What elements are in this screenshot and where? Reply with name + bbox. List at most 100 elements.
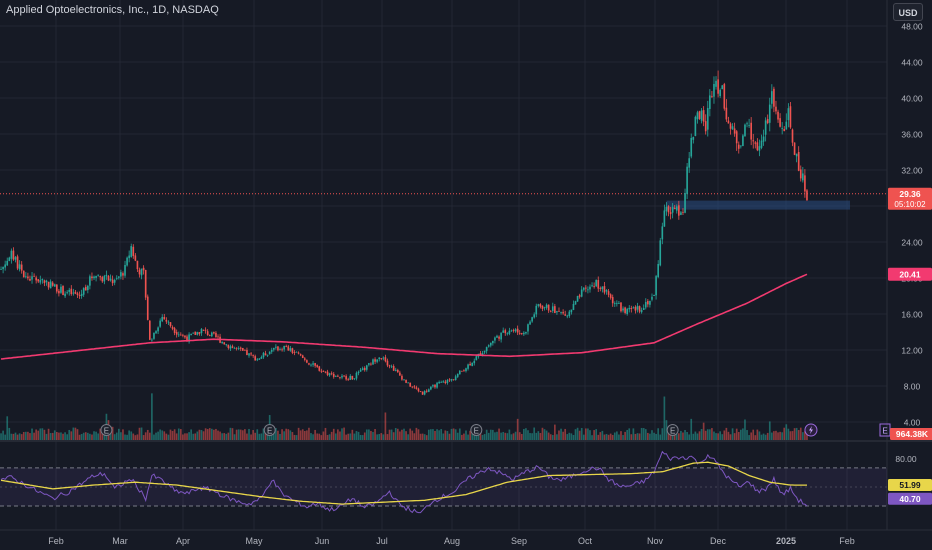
candle-body [634,306,637,311]
candle-body [337,375,339,377]
candle-body [10,250,13,259]
candle-body [564,314,567,316]
volume-bar [556,434,558,440]
candle-body [148,320,151,340]
candle-body [735,131,738,144]
candle-body [717,79,719,94]
earnings-marker[interactable]: E [263,424,276,436]
candle-body [562,312,564,314]
candle-body [688,158,691,168]
volume-bar [777,432,779,440]
volume-bar [748,435,750,440]
volume-bar [74,427,77,440]
volume-bar [215,428,217,440]
volume-bar [417,429,420,440]
volume-bar [541,427,544,440]
candle-body [448,379,451,381]
volume-bar [797,430,800,440]
candle-body [117,276,120,278]
volume-bar [698,431,701,440]
candle-body [165,319,168,322]
candle-body [777,111,779,120]
candle-body [467,364,469,369]
volume-bar [506,433,509,440]
volume-bar [783,427,786,440]
candle-body [146,296,149,320]
volume-bar [132,433,135,440]
candle-body [485,347,488,352]
volume-bar [704,430,707,440]
volume-bar [130,431,133,440]
volume-bar [368,429,370,440]
candle-body [576,295,579,302]
candle-body [752,140,755,142]
volume-bar [554,424,556,440]
candle-body [310,364,312,366]
candle-body [471,362,474,366]
ma-value-tag-text: 20.41 [899,269,921,279]
volume-bar [388,429,391,440]
volume-bar [89,433,91,440]
candle-body [762,136,765,142]
volume-bar [35,429,37,440]
candle-body [320,370,323,372]
earnings-marker-circle [666,424,679,436]
candle-body [587,289,589,291]
earnings-marker-circle [263,424,276,436]
volume-bar [91,434,93,440]
candle-body [692,136,695,140]
volume-bar [353,433,356,440]
candle-body [543,307,546,309]
candle-body [136,260,139,270]
volume-bar [481,434,484,440]
candle-body [704,121,707,132]
earnings-marker[interactable]: E [470,424,483,436]
candle-body [655,276,657,296]
volume-bar [97,433,99,440]
last-price-tag-bg [888,187,932,210]
candle-body [440,381,443,383]
volume-bar [684,430,686,440]
candle-body [401,375,403,380]
volume-bar [432,429,434,440]
rsi-ma-value-tag-bg [888,479,932,492]
dividend-marker[interactable] [804,423,818,437]
candle-body [653,294,655,296]
candle-body [301,355,304,359]
currency-button[interactable]: USD [893,3,923,21]
volume-bar [628,428,631,440]
candle-body [196,332,199,335]
time-tick-label: Sep [511,536,527,546]
candle-body [520,333,523,335]
candle-body [115,277,118,279]
candle-body [35,277,37,281]
volume-bar [173,429,176,440]
volume-bar [469,430,471,440]
candle-body [283,345,285,350]
candle-body [248,353,250,356]
candle-body [43,280,46,284]
earnings-marker-label: E [104,427,109,436]
candle-body [47,281,50,288]
volume-bar [531,433,533,440]
volume-bar [310,433,312,440]
earnings-marker[interactable]: E [100,424,113,436]
volume-bar [399,431,401,440]
volume-bar [39,428,42,440]
volume-bar [779,431,781,440]
volume-bar [324,427,327,440]
candle-body [510,330,513,332]
volume-bar [186,433,188,440]
earnings-marker[interactable]: E [666,424,679,436]
volume-bar [287,429,290,440]
volume-bar [380,433,383,440]
volume-bar [768,421,771,440]
volume-bar [56,431,58,440]
volume-bar [68,429,71,440]
candle-body [295,351,298,353]
volume-bar [115,432,118,440]
volume-bar [613,432,616,440]
candle-body [4,264,6,268]
candle-body [711,95,713,97]
